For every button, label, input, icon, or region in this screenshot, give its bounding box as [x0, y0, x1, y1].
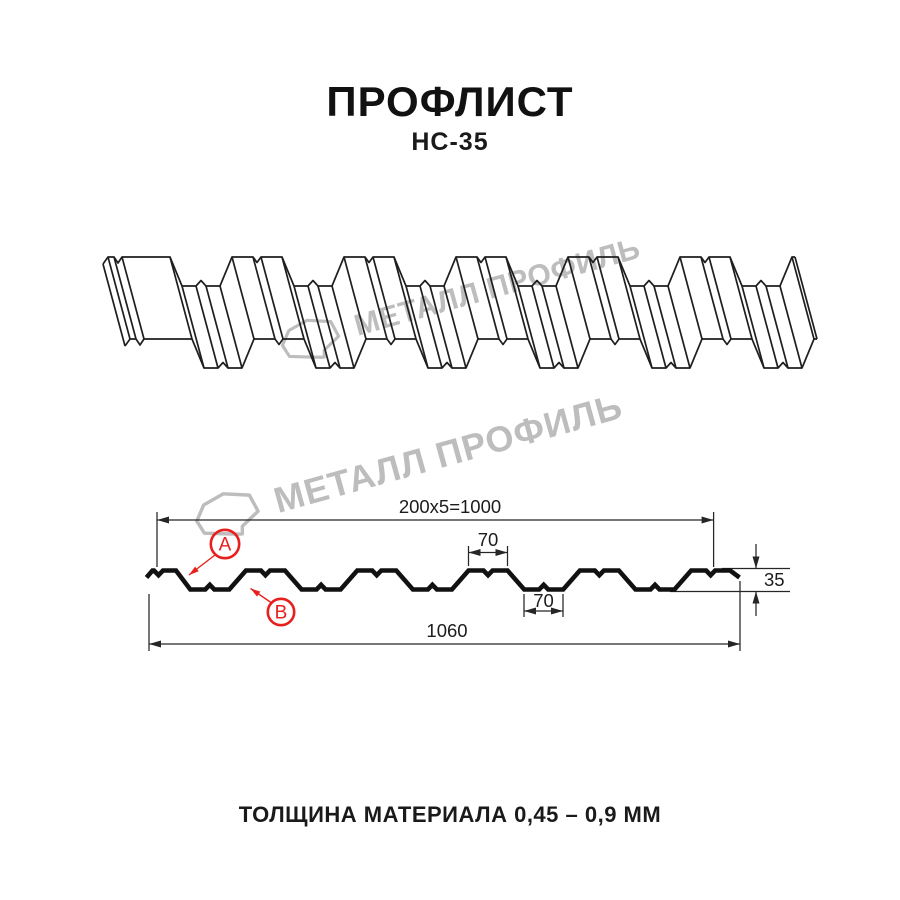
- dim-valley-width-label: 70: [533, 590, 554, 611]
- callout-b: В: [250, 587, 296, 627]
- cross-section-diagram: 200x5=1000 70 70 35 1060: [144, 496, 790, 651]
- profile-model-label: НС-35: [411, 128, 489, 156]
- page-title: ПРОФЛИСТ: [326, 78, 574, 125]
- callout-b-label: В: [275, 603, 288, 624]
- dim-working-width-label: 200x5=1000: [399, 496, 501, 517]
- front-edge-line: [124, 338, 817, 369]
- profile-section-line: [144, 568, 741, 592]
- sheet-surface: [103, 257, 817, 368]
- dim-working-width: 200x5=1000: [156, 496, 715, 567]
- bend-lines: [102, 256, 818, 369]
- dim-height-label: 35: [764, 569, 785, 590]
- dim-height: 35: [670, 544, 790, 616]
- profile-3d-drawing: [102, 256, 818, 369]
- dim-valley-width: 70: [523, 590, 564, 617]
- callout-a-label: А: [219, 535, 232, 556]
- dim-crest-width-label: 70: [478, 529, 499, 550]
- dim-total-width-label: 1060: [426, 620, 467, 641]
- profile-3d-drawing-fill: [103, 257, 817, 368]
- callout-a: А: [188, 528, 241, 576]
- thickness-note: ТОЛЩИНА МАТЕРИАЛА 0,45 – 0,9 ММ: [238, 802, 662, 827]
- dim-total-width: 1060: [148, 581, 741, 651]
- back-edge-line: [102, 256, 795, 287]
- dim-crest-width: 70: [467, 529, 509, 566]
